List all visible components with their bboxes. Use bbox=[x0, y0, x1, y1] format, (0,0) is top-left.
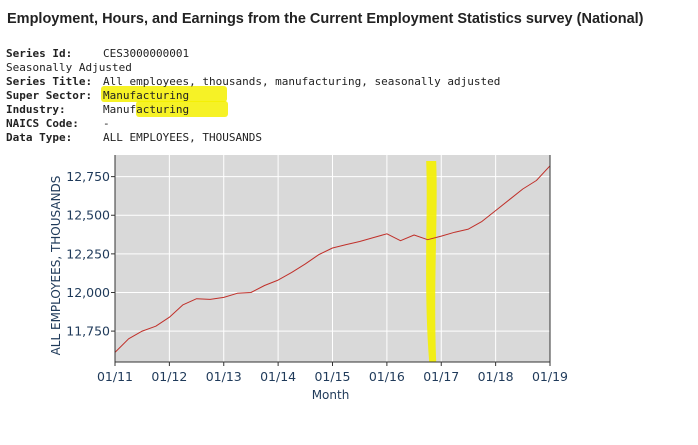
series-title-row: Series Title: All employees, thousands, m… bbox=[6, 75, 500, 89]
industry-highlight bbox=[136, 101, 228, 117]
y-tick-label: 11,750 bbox=[66, 324, 110, 339]
industry-row: Industry: Manufacturing bbox=[6, 101, 500, 117]
series-id-row: Series Id: CES3000000001 bbox=[6, 47, 500, 61]
naics-label: NAICS Code: bbox=[6, 117, 79, 130]
x-tick-label: 01/12 bbox=[151, 369, 187, 384]
data-type-row: Data Type: ALL EMPLOYEES, THOUSANDS bbox=[6, 131, 500, 145]
x-tick-label: 01/19 bbox=[532, 369, 568, 384]
x-tick-label: 01/11 bbox=[97, 369, 133, 384]
seasonal-row: Seasonally Adjusted bbox=[6, 61, 500, 75]
x-tick-label: 01/18 bbox=[478, 369, 514, 384]
super-sector-value: Manufacturing bbox=[103, 89, 190, 102]
series-line bbox=[114, 165, 551, 353]
industry-value: Manufacturing bbox=[103, 103, 190, 116]
super-sector-row: Super Sector: Manufacturing bbox=[6, 86, 500, 103]
x-tick-label: 01/17 bbox=[423, 369, 459, 384]
y-tick-label: 12,500 bbox=[66, 208, 110, 223]
series-id-label: Series Id: bbox=[6, 47, 73, 60]
y-tick-label: 12,000 bbox=[66, 285, 110, 300]
super-sector-highlight bbox=[101, 86, 227, 102]
x-tick-label: 01/14 bbox=[260, 369, 296, 384]
series-title-value: All employees, thousands, manufacturing,… bbox=[103, 75, 501, 88]
data-type-label: Data Type: bbox=[6, 131, 73, 144]
naics-row: NAICS Code: - bbox=[6, 117, 500, 131]
data-type-value: ALL EMPLOYEES, THOUSANDS bbox=[103, 131, 262, 144]
y-tick-label: 12,750 bbox=[66, 169, 110, 184]
page-title: Employment, Hours, and Earnings from the… bbox=[7, 11, 644, 27]
x-axis-title: Month bbox=[312, 388, 350, 402]
x-tick-label: 01/13 bbox=[206, 369, 242, 384]
super-sector-label: Super Sector: bbox=[6, 89, 93, 102]
highlight-band bbox=[426, 161, 437, 362]
x-tick-label: 01/16 bbox=[369, 369, 405, 384]
y-axis-title: ALL EMPLOYEES, THOUSANDS bbox=[49, 176, 63, 356]
x-tick-label: 01/15 bbox=[314, 369, 350, 384]
series-title-label: Series Title: bbox=[6, 75, 93, 88]
seasonal-label: Seasonally Adjusted bbox=[6, 61, 132, 74]
series-id-value: CES3000000001 bbox=[103, 47, 190, 60]
series-info: Series Id: CES3000000001 Seasonally Adjus… bbox=[6, 47, 500, 145]
industry-label: Industry: bbox=[6, 103, 66, 116]
y-tick-label: 12,250 bbox=[66, 246, 110, 261]
naics-value: - bbox=[103, 117, 110, 130]
